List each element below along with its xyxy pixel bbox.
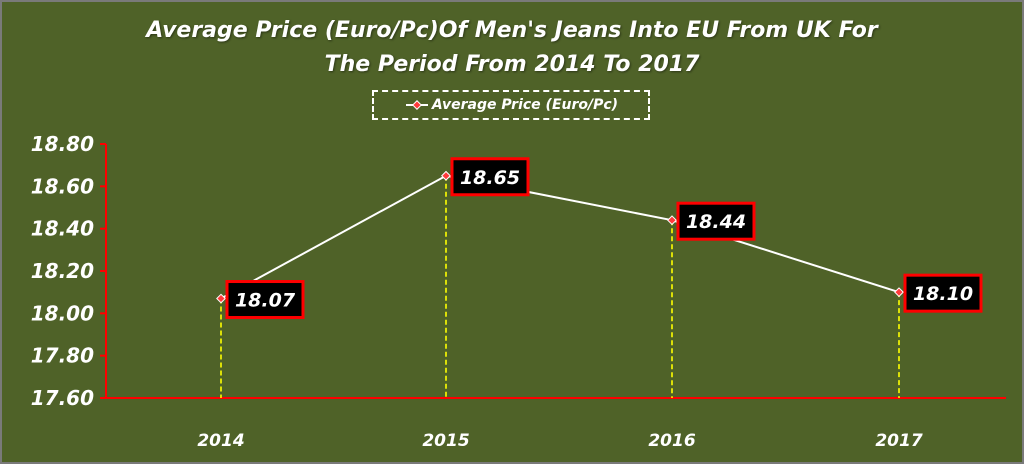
y-tick-label: 18.60 <box>31 174 94 198</box>
data-label-box <box>225 280 305 320</box>
legend-label: Average Price (Euro/Pc) <box>431 97 619 113</box>
data-label: 18.44 <box>686 211 746 233</box>
chart-title: Average Price (Euro/Pc)Of Men's Jeans In… <box>146 18 878 77</box>
data-label-box <box>903 273 983 313</box>
data-label-box <box>450 157 530 197</box>
x-category-label: 2015 <box>422 431 469 451</box>
y-tick-label: 18.40 <box>31 217 94 241</box>
data-label: 18.10 <box>913 283 973 305</box>
data-label-box <box>676 201 756 241</box>
series-line <box>220 174 900 300</box>
y-tick-label: 17.60 <box>31 386 94 410</box>
legend-line-marker-icon <box>405 100 428 110</box>
data-point-marker <box>667 215 677 226</box>
data-label: 18.07 <box>235 290 296 312</box>
y-tick-label: 18.80 <box>31 132 94 156</box>
y-tick-label: 18.20 <box>31 259 94 283</box>
x-category-label: 2014 <box>197 431 244 451</box>
data-point-marker <box>216 293 226 304</box>
legend: Average Price (Euro/Pc) <box>372 90 650 120</box>
y-tick-label: 17.80 <box>31 344 94 368</box>
x-category-label: 2017 <box>875 431 922 451</box>
data-point-marker <box>894 287 904 298</box>
data-label: 18.65 <box>460 167 520 189</box>
y-tick-label: 18.00 <box>31 301 94 325</box>
data-point-marker <box>441 170 451 181</box>
x-category-label: 2016 <box>648 431 695 451</box>
